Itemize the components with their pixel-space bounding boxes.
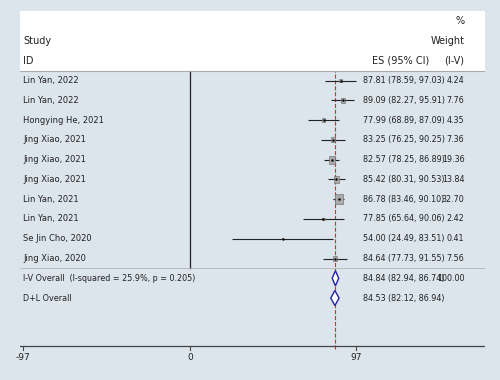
Text: 77.99 (68.89, 87.09): 77.99 (68.89, 87.09) <box>363 116 445 125</box>
Bar <box>331 138 334 142</box>
Text: Study: Study <box>24 36 52 46</box>
Bar <box>328 156 334 164</box>
Text: Hongying He, 2021: Hongying He, 2021 <box>24 116 104 125</box>
Text: 85.42 (80.31, 90.53): 85.42 (80.31, 90.53) <box>363 175 444 184</box>
Text: Lin Yan, 2022: Lin Yan, 2022 <box>24 96 79 105</box>
Text: 0.41: 0.41 <box>447 234 464 243</box>
Polygon shape <box>332 271 338 286</box>
Text: %: % <box>456 16 464 26</box>
Text: Lin Yan, 2021: Lin Yan, 2021 <box>24 214 79 223</box>
Text: 4.24: 4.24 <box>447 76 464 85</box>
Text: D+L Overall: D+L Overall <box>24 293 72 302</box>
Text: ES (95% CI): ES (95% CI) <box>372 56 430 66</box>
Text: 32.70: 32.70 <box>442 195 464 204</box>
Text: -97: -97 <box>16 353 31 362</box>
Text: (I-V): (I-V) <box>444 56 464 66</box>
Text: 2.42: 2.42 <box>446 214 464 223</box>
Text: ID: ID <box>24 56 34 66</box>
Bar <box>335 194 342 204</box>
Text: Jing Xiao, 2021: Jing Xiao, 2021 <box>24 155 86 164</box>
Text: 97: 97 <box>350 353 362 362</box>
Text: 19.36: 19.36 <box>442 155 464 164</box>
Text: 82.57 (78.25, 86.89): 82.57 (78.25, 86.89) <box>363 155 445 164</box>
Bar <box>339 79 342 82</box>
Text: Jing Xiao, 2021: Jing Xiao, 2021 <box>24 175 86 184</box>
Text: 87.81 (78.59, 97.03): 87.81 (78.59, 97.03) <box>363 76 445 85</box>
Polygon shape <box>331 291 339 306</box>
Bar <box>322 118 325 122</box>
Text: 84.84 (82.94, 86.74): 84.84 (82.94, 86.74) <box>363 274 444 283</box>
Text: Lin Yan, 2022: Lin Yan, 2022 <box>24 76 79 85</box>
Text: 4.35: 4.35 <box>447 116 464 125</box>
Text: I-V Overall  (I-squared = 25.9%, p = 0.205): I-V Overall (I-squared = 25.9%, p = 0.20… <box>24 274 196 283</box>
Text: 13.84: 13.84 <box>442 175 464 184</box>
Bar <box>20 11 485 71</box>
Text: 7.56: 7.56 <box>446 254 464 263</box>
Bar <box>322 218 324 220</box>
Bar <box>334 176 339 183</box>
Text: 54.00 (24.49, 83.51): 54.00 (24.49, 83.51) <box>363 234 444 243</box>
Text: Jing Xiao, 2020: Jing Xiao, 2020 <box>24 254 86 263</box>
Text: 83.25 (76.25, 90.25): 83.25 (76.25, 90.25) <box>363 135 445 144</box>
Text: Lin Yan, 2021: Lin Yan, 2021 <box>24 195 79 204</box>
Bar <box>341 98 344 103</box>
Bar <box>333 256 337 261</box>
Text: Se Jin Cho, 2020: Se Jin Cho, 2020 <box>24 234 92 243</box>
Text: Weight: Weight <box>430 36 464 46</box>
Text: Jing Xiao, 2021: Jing Xiao, 2021 <box>24 135 86 144</box>
Text: 84.64 (77.73, 91.55): 84.64 (77.73, 91.55) <box>363 254 445 263</box>
Text: 100.00: 100.00 <box>437 274 464 283</box>
Text: 89.09 (82.27, 95.91): 89.09 (82.27, 95.91) <box>363 96 445 105</box>
Text: 84.53 (82.12, 86.94): 84.53 (82.12, 86.94) <box>363 293 444 302</box>
Text: 7.76: 7.76 <box>446 96 464 105</box>
Text: 86.78 (83.46, 90.10): 86.78 (83.46, 90.10) <box>363 195 444 204</box>
Text: 0: 0 <box>187 353 192 362</box>
Text: 77.85 (65.64, 90.06): 77.85 (65.64, 90.06) <box>363 214 445 223</box>
Text: 7.36: 7.36 <box>447 135 464 144</box>
Bar <box>282 238 283 239</box>
